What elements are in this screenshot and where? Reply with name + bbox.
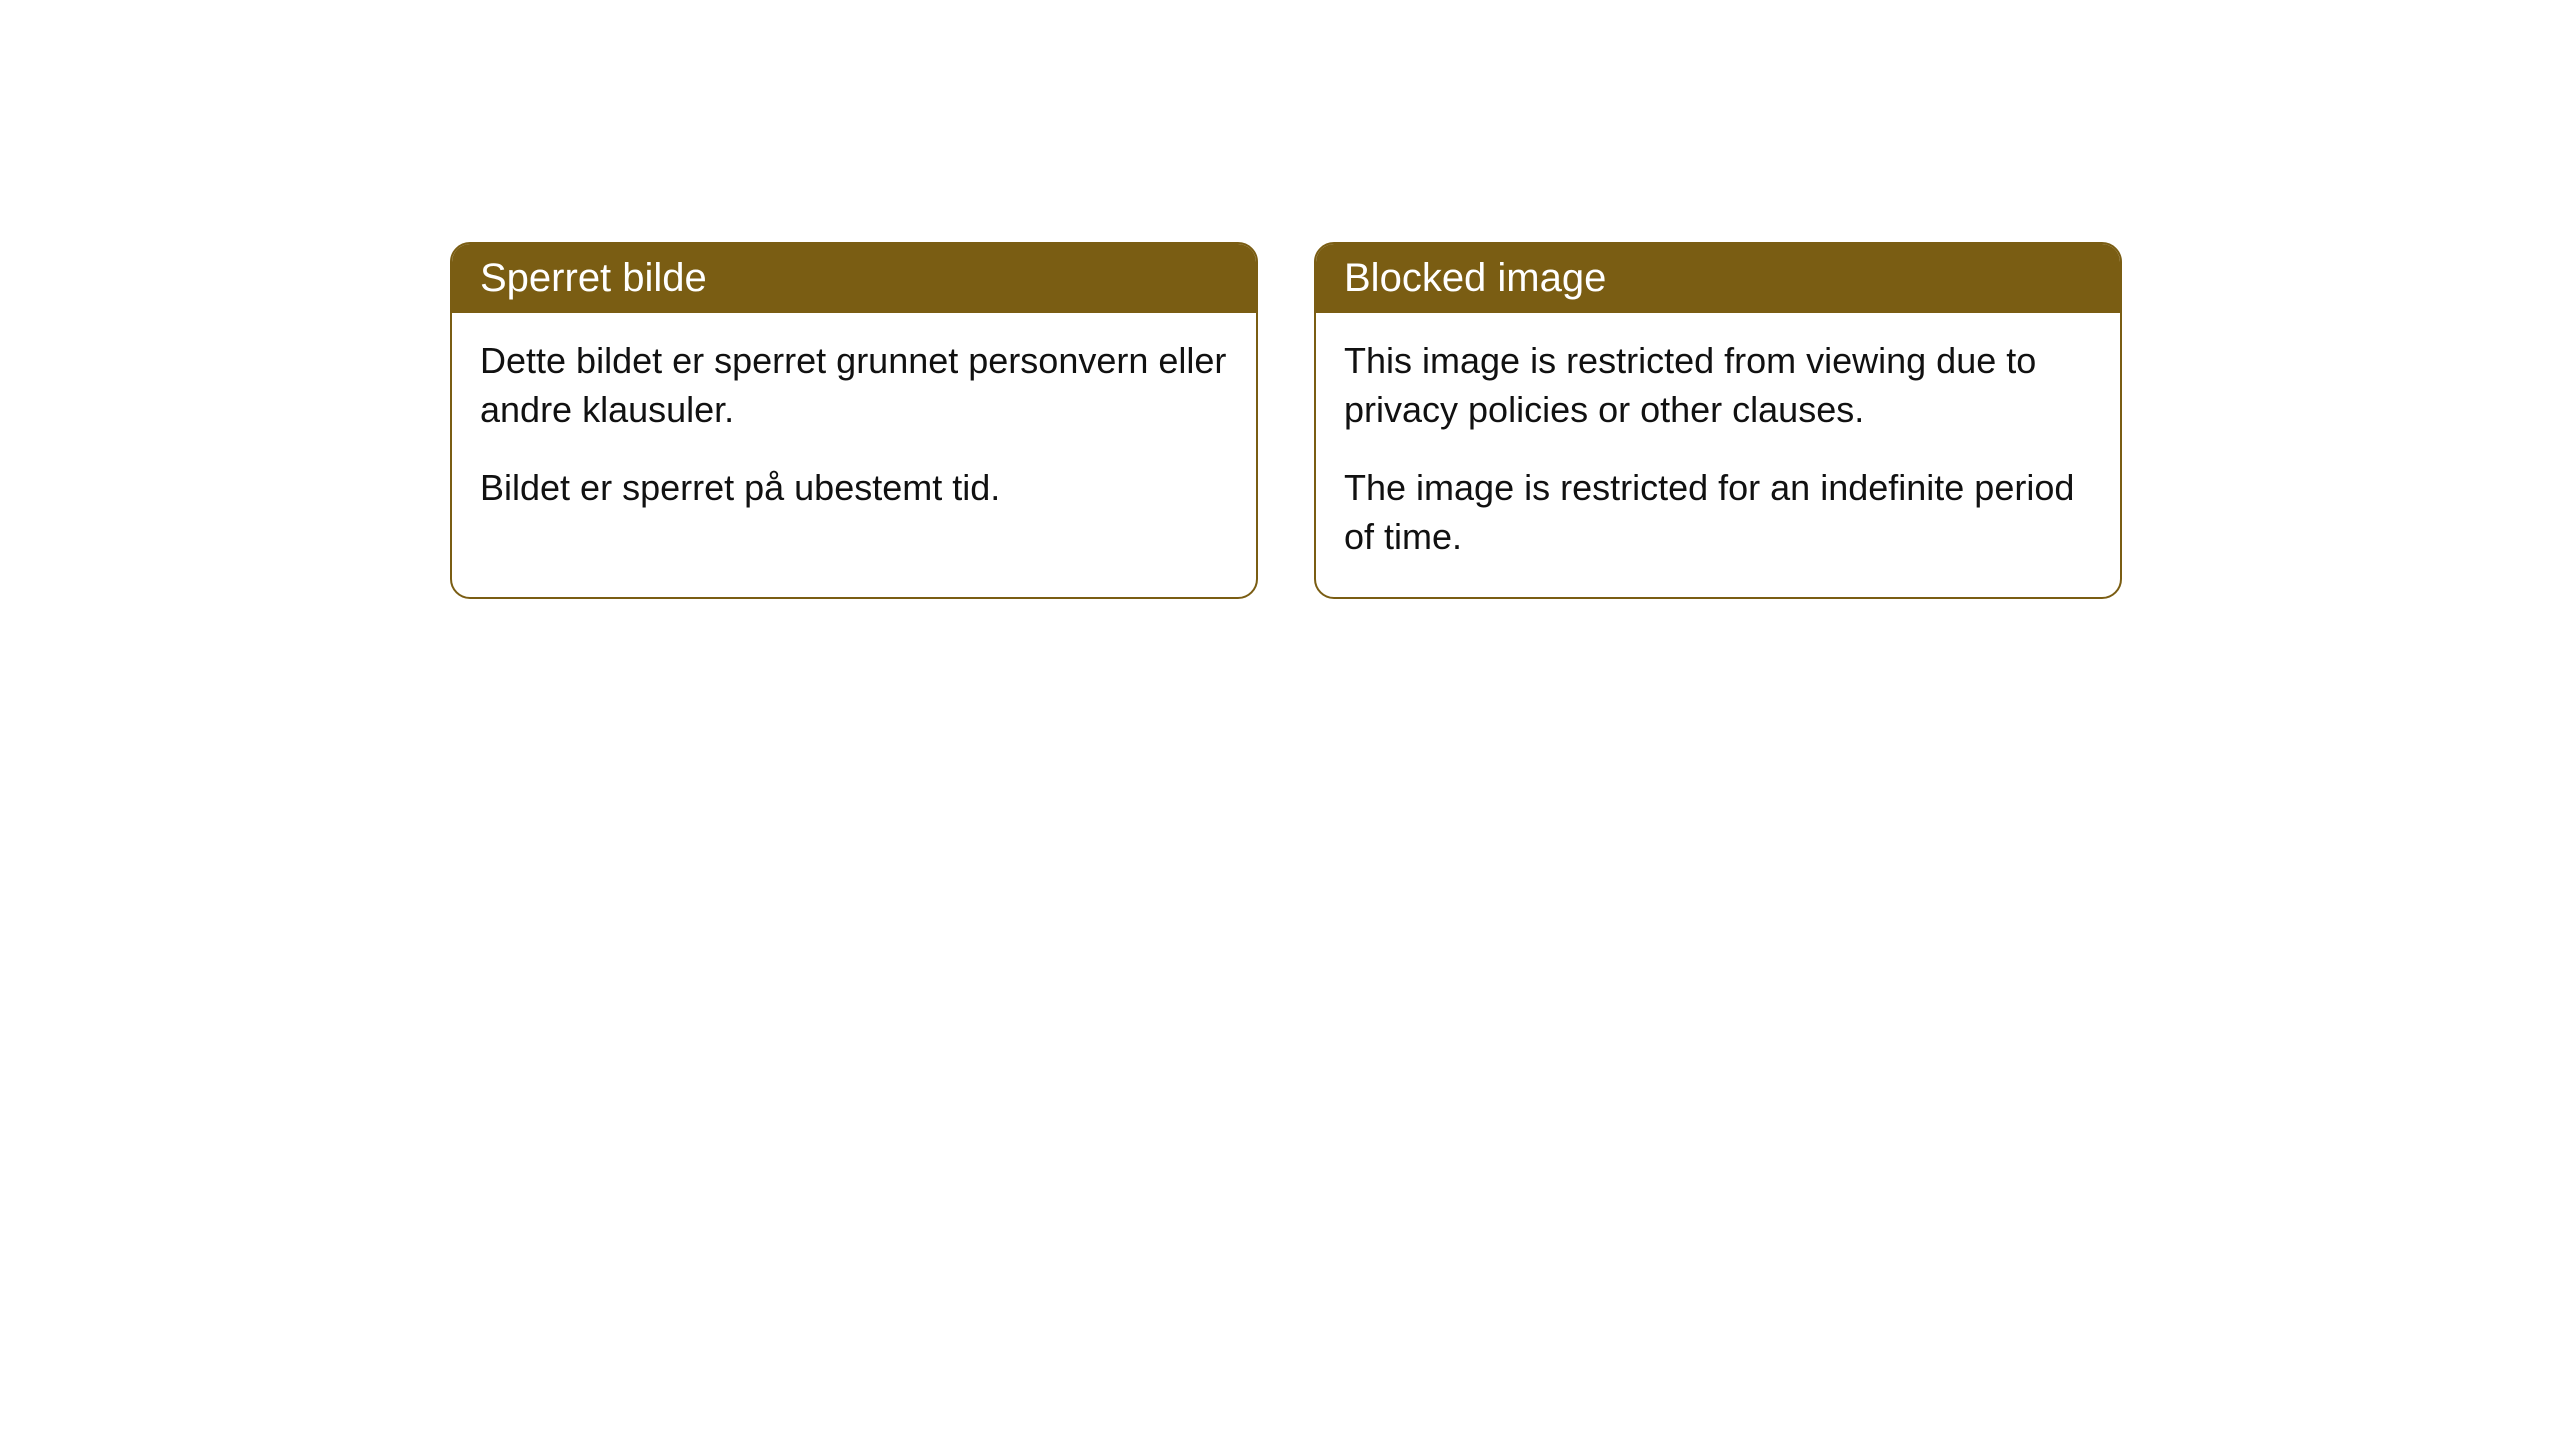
notice-cards-container: Sperret bilde Dette bildet er sperret gr… (450, 242, 2122, 599)
notice-card-paragraph: The image is restricted for an indefinit… (1344, 464, 2092, 561)
notice-card-body: This image is restricted from viewing du… (1316, 313, 2120, 597)
notice-card-paragraph: Dette bildet er sperret grunnet personve… (480, 337, 1228, 434)
notice-card-body: Dette bildet er sperret grunnet personve… (452, 313, 1256, 549)
notice-card-header: Sperret bilde (452, 244, 1256, 313)
notice-card-norwegian: Sperret bilde Dette bildet er sperret gr… (450, 242, 1258, 599)
notice-card-english: Blocked image This image is restricted f… (1314, 242, 2122, 599)
notice-card-paragraph: This image is restricted from viewing du… (1344, 337, 2092, 434)
notice-card-title: Sperret bilde (480, 256, 707, 300)
notice-card-header: Blocked image (1316, 244, 2120, 313)
notice-card-paragraph: Bildet er sperret på ubestemt tid. (480, 464, 1228, 513)
notice-card-title: Blocked image (1344, 256, 1606, 300)
